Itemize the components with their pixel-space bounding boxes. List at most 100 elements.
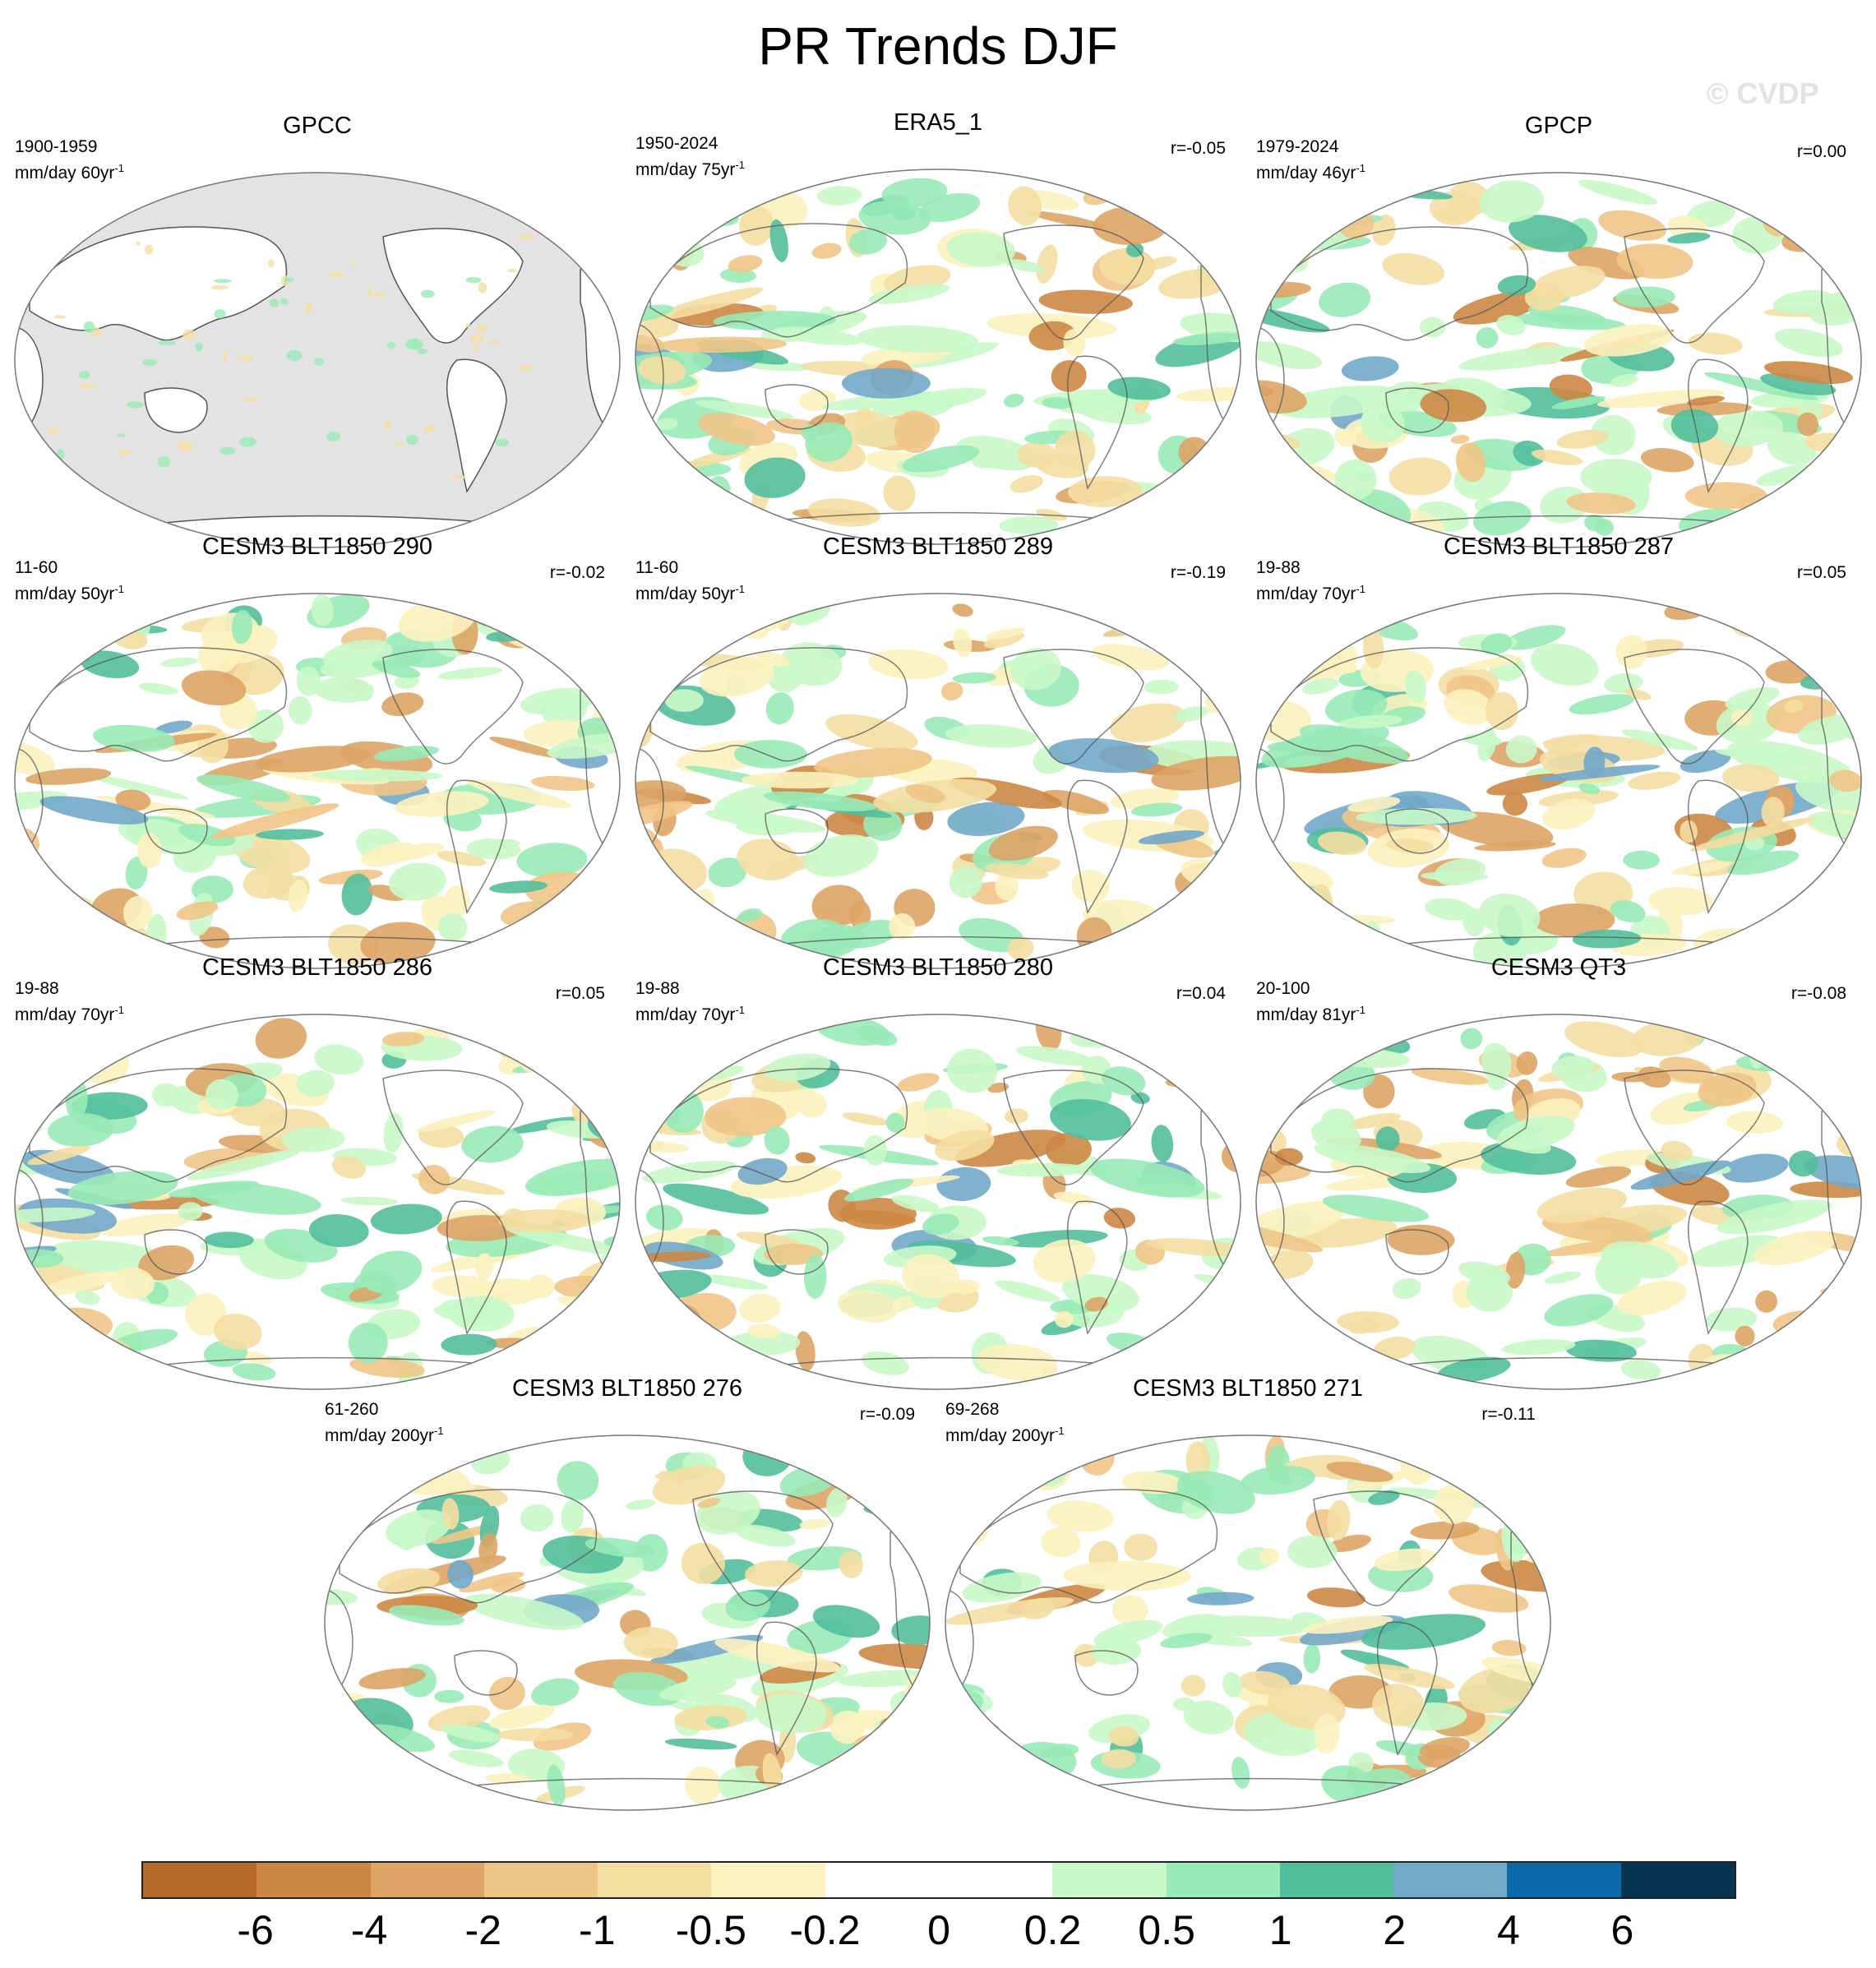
trend-patch — [1751, 1037, 1770, 1060]
trend-patch — [1181, 604, 1199, 617]
trend-patch — [962, 1572, 1042, 1603]
trend-patch — [341, 873, 373, 916]
trend-patch — [1760, 373, 1837, 395]
trend-patch — [325, 1497, 379, 1519]
trend-patch — [1089, 1158, 1205, 1198]
trend-patch — [1222, 1027, 1241, 1047]
trend-patch — [934, 1130, 995, 1162]
trend-patch — [308, 1214, 369, 1247]
trend-patch — [987, 1082, 1010, 1093]
trend-patch — [325, 1737, 375, 1752]
trend-patch — [1688, 332, 1743, 355]
trend-patch — [769, 219, 788, 262]
main-title: PR Trends DJF — [758, 16, 1118, 76]
trend-patch — [1727, 850, 1800, 875]
map-border — [14, 172, 621, 548]
trend-patch — [1419, 1737, 1471, 1759]
world-map — [1255, 593, 1862, 969]
trend-patch — [1167, 1041, 1208, 1067]
trend-patch — [116, 433, 127, 437]
trend-patch — [1795, 1318, 1861, 1335]
trend-patch — [1392, 1277, 1421, 1300]
trend-patch — [1092, 644, 1169, 671]
trend-patch — [1124, 1533, 1157, 1561]
trend-patch — [1598, 210, 1666, 241]
trend-patch — [1151, 755, 1241, 791]
trend-patch — [1028, 210, 1107, 229]
trend-patch — [1362, 626, 1384, 669]
trend-patch — [952, 672, 996, 684]
trend-patch — [954, 1130, 1066, 1167]
trend-patch — [1795, 775, 1861, 815]
trend-patch — [1764, 361, 1854, 384]
panel-title: CESM3 BLT1850 290 — [202, 534, 432, 560]
trend-patch — [1616, 243, 1693, 279]
trend-patch — [1106, 172, 1135, 200]
trend-patch — [177, 440, 193, 452]
trend-patch — [623, 1627, 678, 1659]
panel-period: 19-88 — [15, 979, 59, 998]
map-panel: CESM3 BLT1850 280 19-88 mm/day 70yr-1 r=0.0… — [627, 954, 1249, 1390]
trend-patch — [1371, 214, 1396, 246]
trend-patch — [985, 627, 1025, 640]
trend-patch — [1536, 1187, 1627, 1224]
trend-patch — [858, 1643, 930, 1670]
coastline — [649, 1068, 908, 1183]
trend-patch — [946, 232, 1015, 267]
trend-patch — [1502, 792, 1528, 816]
trend-patch — [651, 287, 764, 321]
trend-patch — [704, 1097, 787, 1137]
panel-title: CESM3 QT3 — [1490, 954, 1627, 981]
panel-period: 1950-2024 — [635, 134, 719, 153]
trend-patch — [795, 1331, 816, 1371]
panel-correlation: r=-0.09 — [859, 1405, 915, 1424]
trend-patch — [685, 1766, 721, 1804]
trend-patch — [1513, 441, 1546, 466]
trend-patch — [585, 1537, 655, 1558]
trend-patch — [151, 1083, 181, 1107]
panel-period: 69-268 — [945, 1400, 1000, 1419]
colorbar-box — [1393, 1863, 1508, 1897]
trend-patch — [1091, 1638, 1142, 1665]
trend-patch — [1364, 1663, 1455, 1689]
trend-patch — [795, 1152, 816, 1164]
trend-patch — [1327, 1499, 1351, 1541]
trend-patch — [862, 1351, 909, 1375]
trend-patch — [1506, 1766, 1550, 1784]
trend-patch — [23, 1038, 67, 1057]
trend-patch — [976, 1739, 996, 1760]
panel-units: mm/day 50yr-1 — [635, 579, 745, 605]
trend-patch — [1197, 897, 1241, 935]
trend-patch — [83, 321, 95, 333]
trend-patch — [1769, 598, 1791, 638]
panel-correlation: r=-0.08 — [1791, 984, 1846, 1003]
trend-patch — [441, 1724, 501, 1743]
trend-patch — [326, 432, 340, 441]
trend-patch — [367, 287, 373, 298]
trend-patch — [700, 1274, 768, 1290]
trend-patch — [1274, 1042, 1297, 1074]
trend-patch — [233, 654, 284, 695]
trend-patch — [288, 879, 307, 912]
trend-patch — [1051, 360, 1087, 392]
map-panel: ERA5_1 1950-2024 mm/day 75yr-1 r=-0.05 — [627, 109, 1249, 545]
trend-patch — [1474, 840, 1556, 852]
trend-patch — [490, 1578, 526, 1593]
trend-patch — [370, 1741, 404, 1778]
coastline — [446, 1200, 507, 1335]
colorbar-tick-label: 4 — [1496, 1907, 1520, 1953]
coastline — [1074, 1650, 1139, 1696]
trend-patch — [373, 746, 440, 762]
trend-patch — [304, 302, 312, 314]
colorbar-tick-label: 0.5 — [1138, 1907, 1195, 1953]
trend-patch — [53, 315, 66, 319]
trend-patch — [1329, 176, 1347, 200]
trend-patch — [1147, 1238, 1241, 1256]
trend-patch — [117, 449, 131, 456]
trend-patch — [1698, 1072, 1757, 1107]
trend-patch — [1041, 1527, 1081, 1558]
trend-patch — [1784, 1350, 1841, 1379]
coastline — [144, 387, 208, 433]
trend-patch — [1530, 643, 1599, 686]
panel-period: 1900-1959 — [15, 137, 98, 156]
